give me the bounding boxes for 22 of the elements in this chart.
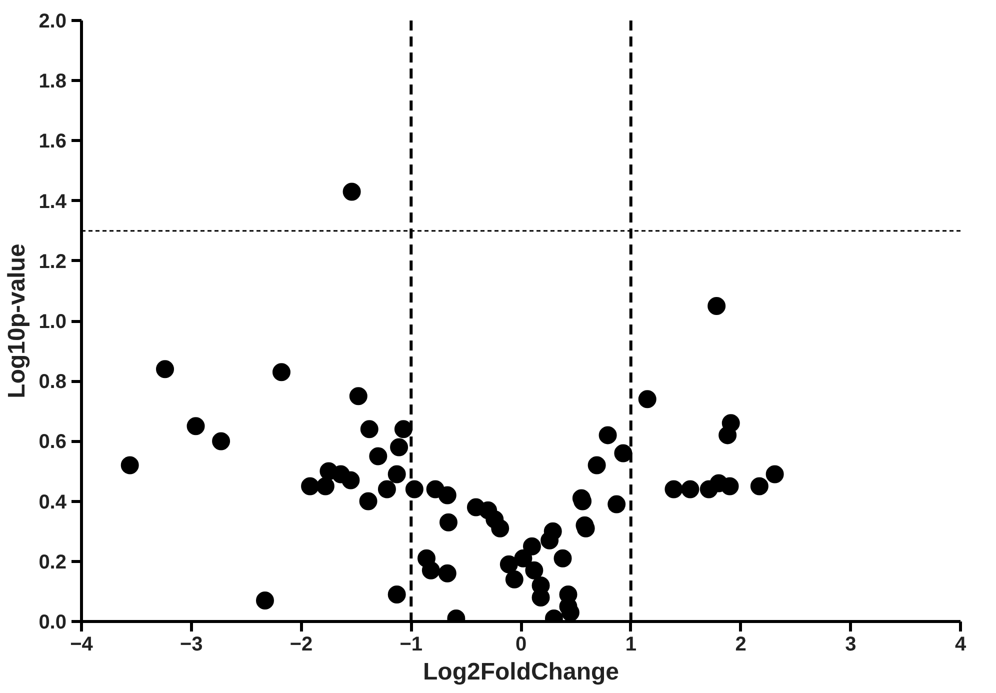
y-tick-label: 0.4: [38, 491, 68, 514]
x-tick-label: −3: [180, 634, 203, 656]
x-tick-label: −1: [400, 634, 423, 656]
y-tick-label: 0.2: [38, 551, 67, 574]
x-tick-label: −2: [290, 634, 313, 656]
x-tick-label: 1: [625, 634, 636, 656]
y-tick-label: 0.0: [38, 612, 67, 634]
x-tick-label: 0: [515, 634, 527, 656]
y-tick-label: 2.0: [38, 10, 67, 32]
x-tick-label: 3: [845, 634, 856, 656]
y-tick-label: 1.0: [38, 311, 67, 333]
x-tick-label: 4: [954, 634, 967, 656]
y-tick-label: 1.4: [38, 190, 68, 213]
y-tick-label: 1.8: [38, 70, 67, 93]
y-tick-label: 1.2: [38, 250, 67, 273]
x-tick-label: −4: [70, 634, 94, 656]
x-tick-label: 2: [735, 634, 746, 656]
y-tick-label: 1.6: [38, 130, 67, 153]
y-tick-label: 0.6: [38, 431, 67, 454]
y-axis-title: Log10p-value: [4, 244, 31, 398]
y-tick-label: 0.8: [38, 371, 67, 394]
x-axis-title: Log2FoldChange: [423, 658, 619, 686]
